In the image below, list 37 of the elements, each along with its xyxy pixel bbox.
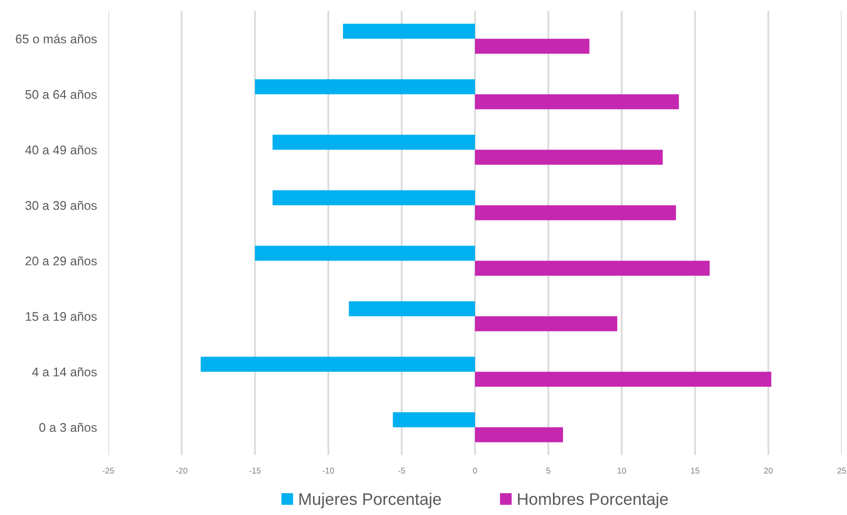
y-tick-label: 15 a 19 años — [26, 312, 97, 321]
bar — [348, 301, 475, 316]
bar — [475, 316, 618, 332]
x-tick-label: 25 — [837, 468, 846, 474]
bar — [475, 150, 663, 165]
bar — [200, 356, 475, 372]
y-tick-label: 30 a 39 años — [25, 200, 97, 210]
bar — [475, 260, 710, 276]
y-tick-label: 40 a 49 años — [25, 145, 97, 154]
bar — [342, 24, 475, 39]
x-tick-label: -20 — [176, 468, 188, 474]
legend-label: Hombres Porcentaje — [518, 492, 668, 508]
y-tick-label: 4 a 14 años — [32, 367, 97, 376]
x-tick-label: -10 — [322, 468, 334, 474]
x-tick-label: -5 — [398, 468, 406, 474]
x-tick-label: 20 — [764, 468, 773, 474]
bar — [272, 190, 475, 206]
y-tick-label: 50 a 64 años — [25, 90, 97, 99]
y-tick-label: 0 a 3 años — [39, 422, 97, 432]
bar — [475, 205, 676, 220]
bar — [272, 134, 475, 150]
x-tick-label: -25 — [102, 468, 114, 474]
x-tick-label: 5 — [546, 468, 550, 474]
x-tick-label: 15 — [691, 468, 700, 474]
bar — [254, 79, 475, 94]
bar — [475, 372, 772, 387]
y-tick-label: 65 o más años — [16, 34, 97, 44]
legend-label: Mujeres Porcentaje — [299, 492, 441, 508]
bar — [475, 38, 590, 54]
x-tick-label: 0 — [473, 468, 477, 474]
bar — [475, 427, 564, 442]
x-tick-label: 10 — [618, 468, 626, 474]
bar — [254, 246, 475, 261]
bar — [475, 94, 679, 110]
y-tick-label: 20 a 29 años — [26, 256, 97, 266]
bar — [392, 412, 475, 428]
x-tick-label: -15 — [249, 468, 261, 474]
